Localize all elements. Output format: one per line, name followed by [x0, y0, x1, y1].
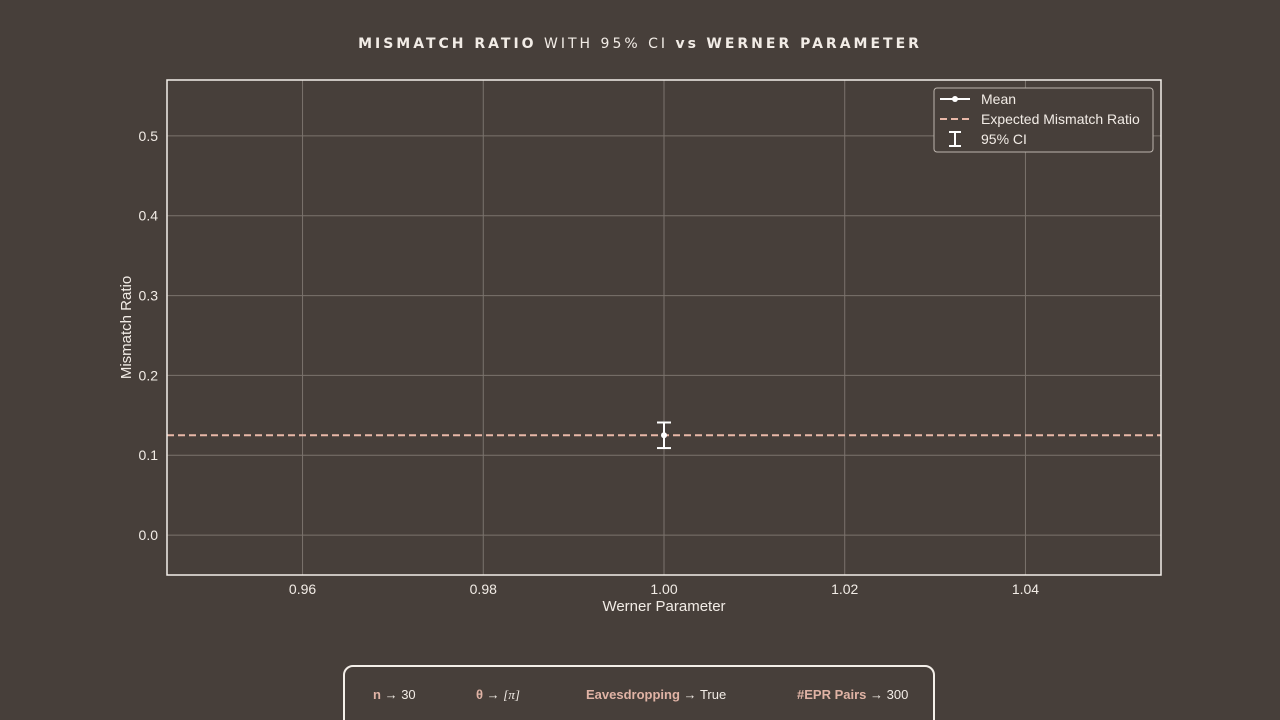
param-key: #EPR Pairs — [797, 687, 867, 702]
param-eavesdropping: Eavesdropping → True — [586, 687, 726, 702]
parameters-box: n → 30 θ → [π] Eavesdropping → True #EPR… — [343, 665, 935, 720]
y-tick-label: 0.2 — [139, 367, 159, 383]
title-part-3: vs — [675, 36, 699, 52]
y-tick-label: 0.1 — [139, 447, 159, 463]
y-tick-label: 0.0 — [139, 527, 159, 543]
param-key: θ — [476, 687, 484, 702]
x-tick-label: 1.02 — [831, 581, 858, 597]
param-arrow: → — [384, 687, 398, 702]
param-epr-pairs: #EPR Pairs → 300 — [797, 687, 908, 702]
param-key: Eavesdropping — [586, 687, 680, 702]
title-part-2: WITH 95% CI — [544, 36, 669, 52]
x-tick-label: 0.96 — [289, 581, 316, 597]
x-axis-label: Werner Parameter — [602, 598, 725, 615]
y-tick-label: 0.4 — [139, 208, 159, 224]
x-tick-label: 1.04 — [1012, 581, 1039, 597]
y-axis-label: Mismatch Ratio — [118, 276, 135, 379]
title-part-1: MISMATCH RATIO — [358, 36, 537, 52]
chart-title: MISMATCH RATIO WITH 95% CI vs WERNER PAR… — [0, 36, 1280, 52]
param-key: n — [373, 687, 381, 702]
param-value: [π] — [503, 687, 520, 702]
x-tick-label: 1.00 — [650, 581, 677, 597]
param-arrow: → — [486, 687, 500, 702]
legend-label-expected: Expected Mismatch Ratio — [981, 111, 1140, 127]
legend-box — [933, 87, 1154, 153]
legend-label-mean: Mean — [981, 91, 1016, 107]
param-arrow: → — [683, 687, 697, 702]
mean-point — [661, 432, 667, 439]
param-theta: θ → [π] — [476, 687, 520, 703]
param-n: n → 30 — [373, 687, 416, 702]
legend-mean-marker — [952, 96, 958, 102]
legend-label-ci: 95% CI — [981, 131, 1027, 147]
param-value: 30 — [401, 687, 416, 702]
title-part-4: WERNER PARAMETER — [706, 36, 922, 52]
param-arrow: → — [870, 687, 883, 702]
axes-frame — [166, 79, 1162, 576]
chart-svg: 0.96 0.98 1.00 1.02 1.04 0.0 0.1 0.2 0.3 0.4 0.5 We… — [118, 79, 1162, 615]
y-tick-label: 0.3 — [139, 288, 159, 304]
param-value: True — [699, 687, 727, 702]
x-tick-label: 0.98 — [470, 581, 497, 597]
param-value: 300 — [886, 687, 909, 702]
y-tick-label: 0.5 — [139, 128, 159, 144]
